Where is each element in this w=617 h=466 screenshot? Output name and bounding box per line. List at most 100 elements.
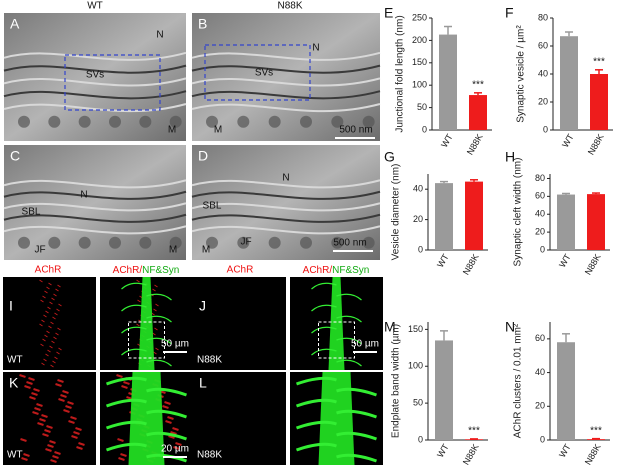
- significance: ***: [590, 425, 602, 436]
- achr-signal: [31, 392, 38, 396]
- y-tick-label: 0: [540, 434, 545, 444]
- x-tick-label: WT: [435, 442, 451, 460]
- nerve-branch: [146, 453, 188, 463]
- y-tick-label: 40: [538, 68, 548, 78]
- achr-signal: [20, 438, 27, 442]
- panel-letter: N: [505, 319, 515, 335]
- nerve-branch: [121, 282, 147, 290]
- significance: ***: [593, 56, 605, 67]
- nerve-branch: [105, 398, 147, 408]
- achr-signal: [49, 345, 53, 349]
- nerve-branch: [105, 420, 147, 430]
- achr-signal: [54, 356, 58, 360]
- bar: [587, 194, 605, 250]
- y-tick-label: 40: [535, 367, 545, 377]
- achr-signal: [33, 388, 40, 392]
- achr-signal: [58, 398, 65, 402]
- membrane: [191, 51, 381, 61]
- organelle: [139, 115, 152, 128]
- x-tick-label: N88K: [583, 442, 603, 466]
- achr-signal: [36, 403, 43, 407]
- achr-signal: [136, 323, 140, 327]
- achr-signal: [173, 446, 180, 450]
- bar: [557, 194, 575, 250]
- achr-signal: [41, 319, 45, 323]
- nerve-branch: [336, 359, 362, 367]
- y-axis-label: Synaptic vesicle / µm²: [516, 25, 527, 123]
- scale-label: 20 µm: [161, 444, 189, 455]
- membrane: [3, 77, 187, 87]
- em-image: [192, 145, 380, 260]
- y-tick-label: 50: [413, 398, 423, 408]
- achr-signal: [57, 284, 61, 288]
- y-tick-label: 250: [412, 12, 427, 22]
- achr-signal: [28, 377, 35, 381]
- achr-signal: [57, 327, 61, 331]
- panel-letter: M: [384, 319, 396, 335]
- achr-signal: [52, 455, 59, 459]
- em-annotation: JF: [34, 245, 45, 256]
- membrane: [3, 202, 187, 212]
- nerve-branch: [295, 398, 337, 408]
- achr-signal: [75, 427, 82, 431]
- panel-letter: F: [505, 5, 514, 21]
- achr-signal: [21, 457, 28, 461]
- fluor-header-part: AChR/: [113, 265, 143, 276]
- achr-signal: [39, 279, 43, 283]
- bar: [435, 340, 453, 440]
- achr-signal: [165, 420, 172, 424]
- organelle: [268, 236, 281, 249]
- achr-signal: [58, 303, 62, 307]
- achr-signal: [46, 330, 50, 334]
- achr-signal: [53, 336, 57, 340]
- nerve-branch: [336, 409, 378, 419]
- nerve-branch: [295, 442, 337, 452]
- bar: [587, 439, 605, 440]
- achr-signal: [52, 360, 56, 364]
- achr-signal: [121, 385, 128, 389]
- achr-signal: [137, 299, 141, 303]
- membrane: [191, 64, 381, 74]
- achr-signal: [155, 347, 159, 351]
- nerve-branch: [336, 337, 362, 345]
- achr-signal: [56, 308, 60, 312]
- nerve-branch: [311, 326, 337, 334]
- nerve-branch: [336, 431, 378, 441]
- organelle: [109, 236, 121, 249]
- nerve-branch: [146, 409, 188, 419]
- achr-signal: [46, 286, 50, 290]
- em-annotation: JF: [240, 237, 251, 248]
- organelle: [300, 115, 312, 128]
- organelle: [331, 115, 344, 128]
- y-tick-label: 20: [535, 401, 545, 411]
- y-tick-label: 0: [418, 434, 423, 444]
- scale-label: 50 µm: [161, 339, 189, 350]
- achr-signal: [55, 383, 62, 387]
- membrane: [3, 225, 187, 235]
- membrane: [191, 90, 381, 100]
- nerve-branch: [146, 337, 172, 345]
- em-annotation: N: [282, 173, 289, 184]
- y-tick-label: 200: [412, 35, 427, 45]
- achr-signal: [172, 427, 179, 431]
- membrane: [191, 213, 381, 223]
- organelle: [237, 236, 250, 249]
- achr-signal: [43, 358, 47, 362]
- x-tick-label: WT: [435, 252, 451, 270]
- nerve-branch: [146, 359, 172, 367]
- nerve-branch: [295, 420, 337, 430]
- achr-signal: [50, 364, 54, 368]
- achr-signal: [154, 284, 158, 288]
- achr-signal: [34, 407, 41, 411]
- em-annotation: N: [80, 190, 87, 201]
- achr-signal: [170, 431, 177, 435]
- achr-signal: [39, 323, 43, 327]
- y-tick-label: 150: [408, 324, 423, 334]
- achr-signal: [118, 457, 125, 461]
- nerve-branch: [336, 315, 362, 323]
- genotype-label: WT: [7, 450, 23, 461]
- achr-signal: [58, 347, 62, 351]
- achr-signal: [162, 405, 169, 409]
- em-annotation: 500 nm: [339, 125, 372, 136]
- panel-letter: L: [199, 375, 207, 391]
